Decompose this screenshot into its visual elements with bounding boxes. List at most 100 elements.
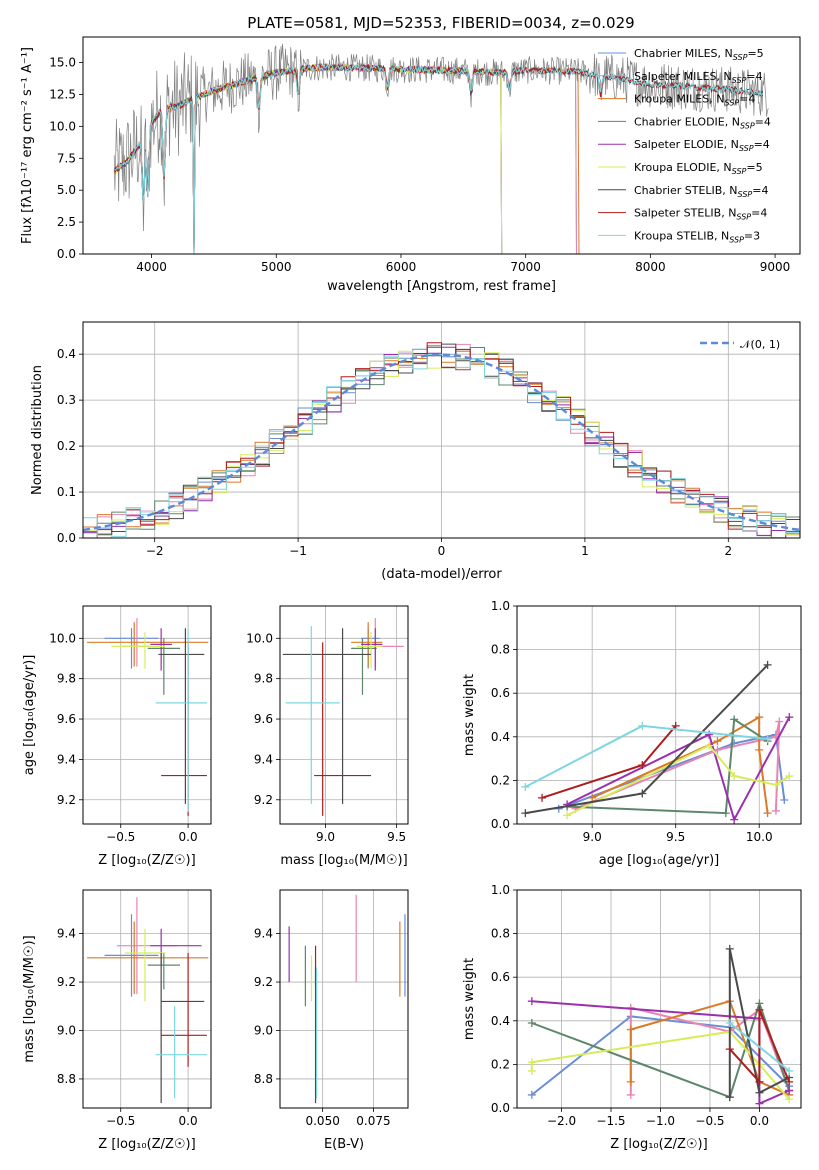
massweight-vs-metallicity-panel-ytick-label: 1.0 — [491, 883, 510, 897]
massweight-vs-age-panel-marker-2-4 — [763, 809, 772, 818]
mass-vs-metallicity-panel-ytick-label: 8.8 — [57, 1072, 76, 1086]
spectrum-panel-ytick-label: 5.0 — [57, 183, 76, 197]
massweight-vs-age-panel-xlabel: age [log₁₀(age/yr)] — [599, 853, 720, 868]
mass-vs-ebv-panel-ytick-label: 9.0 — [254, 1023, 273, 1037]
histogram-step-8 — [83, 353, 800, 538]
massweight-vs-metallicity-panel-marker-4-2 — [755, 1099, 764, 1108]
massweight-vs-age-panel-marker-1-3 — [775, 717, 784, 726]
age-vs-mass-panel-ytick-label: 9.4 — [254, 752, 273, 766]
age-vs-mass-panel-plot-area — [280, 606, 408, 824]
massweight-vs-age-panel-ytick-label: 0.8 — [491, 643, 510, 657]
legend-text: Kroupa ELODIE, N — [634, 161, 732, 174]
massweight-vs-metallicity-panel-series-line-8 — [729, 1022, 790, 1072]
residual-panel-ylabel: Normed distribution — [30, 365, 45, 495]
legend-subscript: SSP — [738, 190, 753, 199]
legend-tail: =4 — [746, 70, 762, 83]
massweight-vs-metallicity-panel-xtick-label: 0.0 — [750, 1114, 769, 1128]
massweight-vs-age-panel-marker-5-0 — [563, 811, 572, 820]
massweight-vs-metallicity-panel-marker-4-0 — [527, 997, 536, 1006]
legend-tail: =4 — [752, 184, 768, 197]
legend-tail: =5 — [746, 161, 762, 174]
massweight-vs-age-panel-marker-0-3 — [780, 796, 789, 805]
mass-vs-ebv-panel-ytick-label: 9.2 — [254, 975, 273, 989]
massweight-vs-age-panel-marker-6-2 — [763, 660, 772, 669]
age-vs-mass-panel-ytick-label: 9.2 — [254, 793, 273, 807]
legend-subscript: SSP — [733, 53, 748, 62]
massweight-vs-age-panel-marker-2-1 — [713, 737, 722, 746]
massweight-vs-metallicity-panel-marker-7-0 — [725, 1045, 734, 1054]
massweight-vs-metallicity-panel: −2.0 −1.5 −1.0 −0.5 0.0 0.0 0.2 0.4 0.6 0.8 1.0 Z [… — [462, 883, 802, 1152]
massweight-vs-metallicity-panel-marker-3-0 — [527, 1018, 536, 1027]
massweight-vs-metallicity-panel-marker-0-0 — [527, 1090, 536, 1099]
legend-subscript: SSP — [724, 99, 739, 108]
legend-text: Kroupa STELIB, N — [634, 229, 729, 242]
age-vs-mass-panel-xtick-label: 9.5 — [387, 830, 406, 844]
massweight-vs-metallicity-panel-marker-5-0 — [527, 1066, 536, 1075]
massweight-vs-age-panel-marker-7-1 — [638, 761, 647, 770]
legend-tail: =4 — [751, 207, 767, 220]
massweight-vs-metallicity-panel-ytick-label: 0.0 — [491, 1101, 510, 1115]
mass-vs-metallicity-panel: −0.5 0.0 8.8 9.0 9.2 9.4 Z [log₁₀(Z/Z☉)] mass [… — [22, 889, 212, 1152]
age-vs-metallicity-panel-ytick-label: 9.4 — [57, 752, 76, 766]
massweight-vs-metallicity-panel-ytick-label: 0.8 — [491, 927, 510, 941]
mass-vs-ebv-panel-xlabel: E(B-V) — [324, 1137, 364, 1152]
massweight-vs-metallicity-panel-marker-5-4 — [785, 1095, 794, 1104]
mass-vs-metallicity-panel-xlabel: Z [log₁₀(Z/Z☉)] — [98, 1137, 195, 1152]
residual-panel: −2 −1 0 1 2 0.0 0.1 0.2 0.3 0.4 (data-model)/error… — [30, 321, 801, 582]
massweight-vs-metallicity-panel-ytick-label: 0.6 — [491, 970, 510, 984]
age-vs-mass-panel-ytick-label: 9.6 — [254, 712, 273, 726]
legend-text: Salpeter MILES, N — [634, 70, 732, 83]
residual-panel-xtick-label: −2 — [146, 544, 164, 558]
age-vs-mass-panel-xlabel: mass [log₁₀(M/M☉)] — [280, 853, 407, 868]
legend-text: Salpeter STELIB, N — [634, 207, 736, 220]
massweight-vs-metallicity-panel-ylabel: mass weight — [462, 958, 477, 1040]
age-vs-mass-panel-ytick-label: 9.8 — [254, 672, 273, 686]
legend-subscript: SSP — [736, 213, 751, 222]
massweight-vs-age-panel-plot-area — [517, 606, 801, 824]
massweight-vs-age-panel-series-line-1 — [575, 721, 781, 811]
legend-text: Kroupa MILES, N — [634, 93, 724, 106]
mass-vs-metallicity-panel-xtick-label: 0.0 — [179, 1114, 198, 1128]
massweight-vs-age-panel-ytick-label: 0.6 — [491, 686, 510, 700]
legend-subscript: SSP — [739, 144, 754, 153]
residual-panel-ytick-label: 0.0 — [57, 531, 76, 545]
massweight-vs-age-panel-ytick-label: 0.0 — [491, 817, 510, 831]
legend-entry-8: Kroupa STELIB, NSSP=3 — [634, 229, 760, 244]
massweight-vs-metallicity-panel-marker-8-1 — [785, 1066, 794, 1075]
age-vs-mass-panel-xtick-label: 9.0 — [316, 830, 335, 844]
age-vs-metallicity-panel-xtick-label: 0.0 — [179, 830, 198, 844]
residual-panel-xtick-label: −1 — [289, 544, 307, 558]
legend-text: Chabrier ELODIE, N — [634, 115, 740, 128]
residual-panel-ytick-label: 0.3 — [57, 393, 76, 407]
legend-entry-6: Chabrier STELIB, NSSP=4 — [634, 184, 768, 199]
residual-panel-plot-area — [83, 322, 800, 538]
legend-text: Chabrier STELIB, N — [634, 184, 738, 197]
massweight-vs-age-panel-marker-7-0 — [538, 793, 547, 802]
spectrum-panel-plot-area — [113, 43, 769, 254]
spectrum-panel-frame — [82, 36, 801, 255]
massweight-vs-age-panel-marker-6-0 — [521, 809, 530, 818]
legend-tail: =4 — [754, 138, 770, 151]
age-vs-metallicity-panel-ytick-label: 10.0 — [49, 631, 76, 645]
legend-entry-0: Chabrier MILES, NSSP=5 — [634, 47, 764, 62]
age-vs-mass-panel-ytick-label: 10.0 — [246, 631, 273, 645]
legend-tail: =3 — [744, 229, 760, 242]
age-vs-mass-panel: 9.0 9.5 9.2 9.4 9.6 9.8 10.0 mass [log₁₀(M/M☉)] — [246, 605, 409, 868]
spectrum-panel-xtick-label: 4000 — [136, 260, 167, 274]
spectrum-panel-ylabel: Flux [fλ10⁻¹⁷ erg cm⁻² s⁻¹ A⁻¹] — [20, 47, 35, 244]
legend-tail: =5 — [747, 47, 763, 60]
observed-spectrum-line — [113, 43, 769, 232]
massweight-vs-metallicity-panel-marker-5-1 — [527, 1058, 536, 1067]
massweight-vs-age-panel-marker-1-4 — [771, 806, 780, 815]
massweight-vs-metallicity-panel-xlabel: Z [log₁₀(Z/Z☉)] — [610, 1137, 707, 1152]
mass-vs-ebv-panel-ytick-label: 9.4 — [254, 927, 273, 941]
massweight-vs-metallicity-panel-marker-2-1 — [626, 1025, 635, 1034]
massweight-vs-age-panel-marker-2-2 — [755, 713, 764, 722]
legend-entry-7: Salpeter STELIB, NSSP=4 — [634, 207, 767, 222]
chart-title: PLATE=0581, MJD=52353, FIBERID=0034, z=0… — [247, 14, 634, 32]
massweight-vs-metallicity-panel-marker-2-0 — [626, 1077, 635, 1086]
mass-vs-metallicity-panel-ylabel: mass [log₁₀(M/M☉)] — [22, 935, 37, 1062]
legend-tail: =4 — [739, 93, 755, 106]
massweight-vs-metallicity-panel-ytick-label: 0.4 — [491, 1014, 510, 1028]
massweight-vs-metallicity-panel-xtick-label: −0.5 — [695, 1114, 724, 1128]
